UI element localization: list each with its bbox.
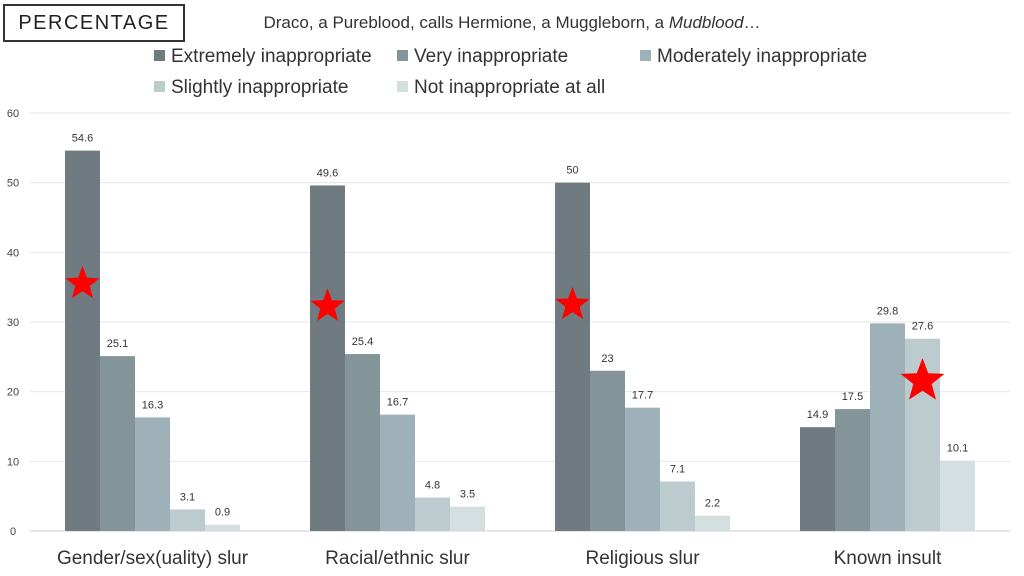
bar [100,356,135,531]
data-label: 3.1 [180,491,195,503]
legend-swatch [397,50,408,61]
bar [135,417,170,531]
data-label: 50 [566,165,578,177]
bar [345,354,380,531]
data-label: 49.6 [317,167,338,179]
data-label: 3.5 [460,489,475,501]
data-label: 4.8 [425,480,440,492]
y-tick-label: 10 [7,456,19,468]
data-label: 14.9 [807,409,828,421]
bar [205,524,240,531]
legend: Extremely inappropriate Very inappropriat… [154,46,867,98]
data-label: 17.5 [842,391,863,403]
legend-label: Not inappropriate at all [414,77,605,98]
y-tick-label: 20 [7,387,19,399]
bar [450,506,485,531]
legend-swatch [154,81,165,92]
bar [415,497,450,531]
data-label: 25.4 [352,336,373,348]
data-label: 2.2 [705,498,720,510]
bar [800,427,835,531]
bars [65,150,975,531]
data-label: 23 [601,353,613,365]
category-label: Known insult [834,548,942,569]
chart-title: Draco, a Pureblood, calls Hermione, a Mu… [263,13,760,32]
x-axis: Gender/sex(uality) slur Racial/ethnic slu… [57,548,942,569]
y-tick-label: 50 [7,178,19,190]
bar [170,509,205,531]
data-label: 54.6 [72,133,93,145]
bar [625,407,660,531]
y-tick-label: 30 [7,317,19,329]
bar [870,323,905,531]
page-label: PERCENTAGE [3,4,185,42]
bar [380,414,415,531]
y-tick-label: 0 [10,526,16,538]
data-label: 29.8 [877,305,898,317]
legend-swatch [154,50,165,61]
chart-title-italic: Mudblood [669,13,744,32]
category-label: Religious slur [585,548,700,569]
legend-label: Moderately inappropriate [657,46,867,67]
bar [555,182,590,531]
data-label: 17.7 [632,390,653,402]
bar [65,150,100,531]
highlight-stars [65,265,945,400]
star-icon [65,265,100,299]
data-label: 0.9 [215,507,230,519]
bar [695,515,730,531]
y-tick-label: 40 [7,247,19,259]
data-label: 10.1 [947,443,968,455]
category-label: Racial/ethnic slur [325,548,470,569]
y-tick-label: 60 [7,108,19,120]
star-icon [900,358,945,400]
data-labels: 54.6 25.1 16.3 3.1 0.9 49.6 25.4 16.7 4.8 3.5 50 23… [72,133,968,519]
legend-swatch [640,50,651,61]
data-label: 25.1 [107,338,128,350]
star-icon [555,286,590,320]
bar [835,409,870,531]
legend-label: Very inappropriate [414,46,568,67]
chart-title-plain: Draco, a Pureblood, calls Hermione, a Mu… [263,13,668,32]
data-label: 16.7 [387,397,408,409]
data-label: 16.3 [142,399,163,411]
legend-label: Slightly inappropriate [171,77,348,98]
legend-label: Extremely inappropriate [171,46,372,67]
chart-title-suffix: … [744,13,761,32]
y-axis: 0 10 20 30 40 50 60 [7,108,19,538]
data-label: 7.1 [670,464,685,476]
category-label: Gender/sex(uality) slur [57,548,249,569]
bar [660,481,695,531]
data-label: 27.6 [912,321,933,333]
star-icon [310,288,345,321]
bar [310,185,345,531]
bar [940,460,975,531]
bar [590,370,625,531]
legend-swatch [397,81,408,92]
